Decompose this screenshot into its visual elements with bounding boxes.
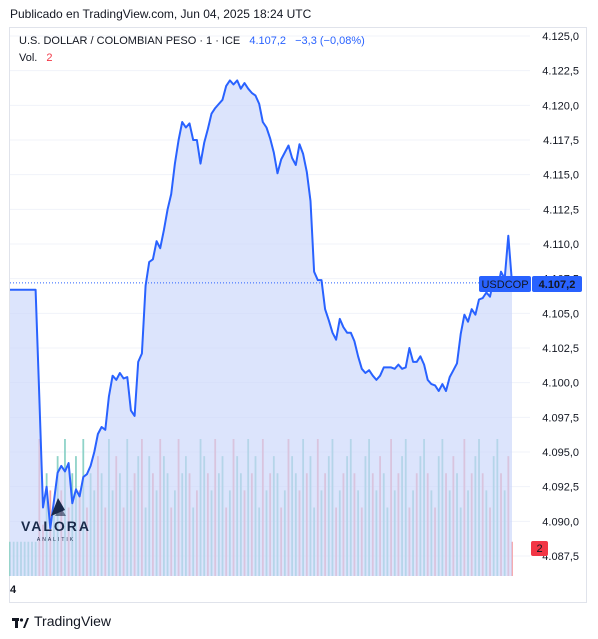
y-tick-label: 4.117,5 [543,135,579,147]
y-tick-label: 4.102,5 [542,343,579,355]
legend-volume-label: Vol. [19,52,38,64]
price-tag: USDCOP 4.107,2 [479,276,582,292]
y-tick-label: 4.100,0 [542,378,579,390]
y-tick-label: 4.095,0 [542,447,579,459]
y-tick-label: 4.110,0 [543,239,579,251]
legend-change: −3,3 (−0,08%) [295,35,365,47]
y-axis-ticks: 4.125,0 4.122,5 4.120,0 4.117,5 4.115,0 4.112… [542,31,579,563]
svg-text:ANALITIK: ANALITIK [37,537,75,543]
published-caption: Publicado en TradingView.com, Jun 04, 20… [10,7,312,21]
volume-tag-value: 2 [536,543,542,555]
legend-symbol-row: U.S. DOLLAR / COLOMBIAN PESO · 1 · ICE 4… [19,35,365,47]
legend-volume-row: Vol. 2 [19,52,53,64]
legend-volume-value: 2 [46,52,53,64]
y-tick-label: 4.120,0 [542,100,579,112]
y-tick-label: 4.112,5 [543,204,579,216]
y-tick-label: 4.097,5 [542,412,579,424]
tradingview-brand[interactable]: TradingView [12,613,111,629]
price-line [10,79,513,530]
volume-tag: 2 [531,541,548,556]
time-axis-label: 4 [10,584,17,596]
svg-text:VALORA: VALORA [21,518,91,534]
y-tick-label: 4.105,0 [542,308,579,320]
tradingview-logo-icon [12,616,29,628]
legend-last: 4.107,2 [249,35,287,47]
y-tick-label: 4.090,0 [542,516,579,528]
chart-frame [9,27,587,603]
y-tick-label: 4.087,5 [542,551,579,563]
legend-symbol: U.S. DOLLAR / COLOMBIAN PESO · 1 · ICE [19,35,241,47]
price-tag-value: 4.107,2 [539,279,576,291]
price-area-fill [10,80,512,577]
y-tick-label: 4.122,5 [542,66,579,78]
price-tag-symbol: USDCOP [481,279,528,291]
tradingview-brand-name: TradingView [34,613,112,629]
y-tick-label: 4.115,0 [543,170,579,182]
y-tick-label: 4.125,0 [542,31,579,43]
valora-watermark: VALORA ANALITIK [21,498,91,543]
y-tick-label: 4.092,5 [542,482,579,494]
